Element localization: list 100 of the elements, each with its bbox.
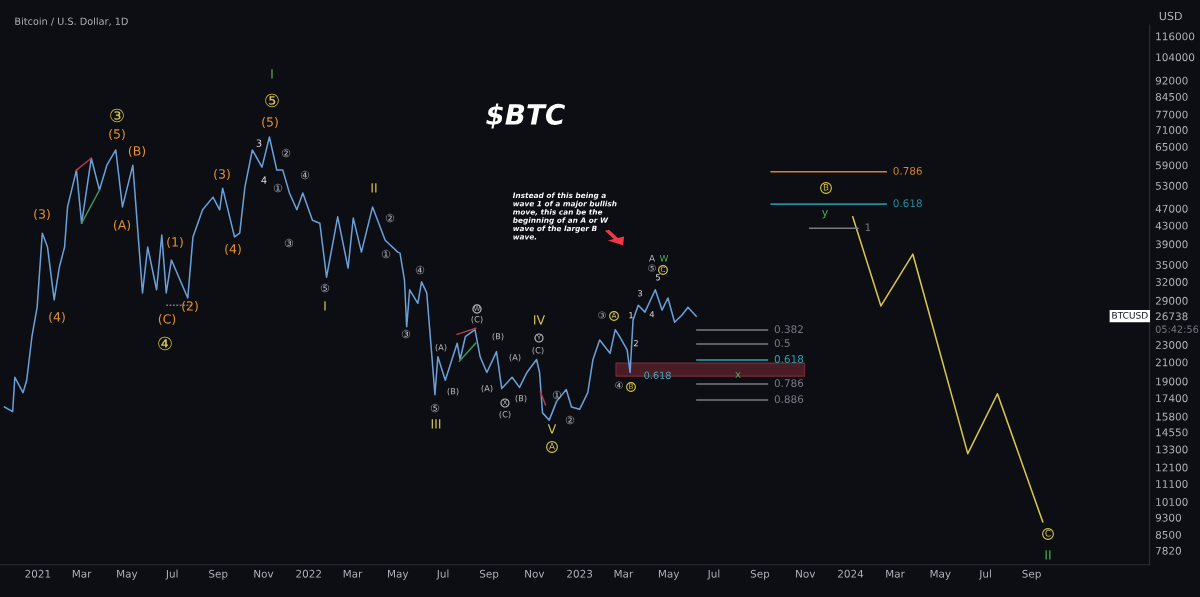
y-tick-label: 53000	[1155, 181, 1188, 190]
chart-subtitle: Bitcoin / U.S. Dollar, 1D	[15, 17, 128, 26]
annotation: (5)	[262, 116, 278, 129]
x-tick-label: Mar	[343, 569, 363, 578]
y-tick-label: 65000	[1155, 142, 1188, 151]
y-tick-label: 14550	[1156, 428, 1188, 437]
annotation: ①	[381, 249, 391, 259]
annotation: ③	[110, 108, 124, 123]
x-tick-label: Sep	[209, 569, 228, 580]
annotation: 3	[637, 290, 642, 297]
annotation: y	[822, 209, 828, 219]
annotation: (B)	[447, 387, 459, 396]
x-tick-label: Sep	[479, 569, 499, 580]
annotation: (A)	[481, 384, 493, 393]
annotation: ②	[385, 213, 395, 223]
y-tick-label: 116000	[1156, 32, 1195, 41]
y-tick-label: 10100	[1156, 498, 1188, 506]
annotation: (C)	[471, 315, 483, 324]
annotation: ⑤	[320, 283, 330, 293]
series-label: 0.5	[774, 339, 790, 348]
annotation: ①	[552, 390, 562, 400]
annotation: BTCUSD	[1112, 311, 1148, 319]
y-tick-label: 15800	[1156, 412, 1188, 421]
annotation: (C)	[158, 313, 176, 326]
line-series	[851, 216, 1044, 523]
annotation: (3)	[214, 168, 230, 181]
y-tick-label: 32000	[1155, 278, 1188, 286]
series-label: 0.786	[774, 379, 804, 388]
series-label: 0.618	[893, 199, 922, 208]
annotation: (A)	[509, 353, 521, 362]
x-tick-label: Nov	[796, 569, 816, 578]
annotation: (C)	[499, 410, 511, 419]
y-tick-label: 8500	[1155, 530, 1181, 539]
series-label: 0.886	[774, 395, 804, 404]
annotation: (3)	[34, 208, 50, 221]
y-tick-label: 9300	[1155, 513, 1181, 522]
annotation: ③	[284, 238, 294, 248]
annotation: II	[1045, 550, 1051, 560]
text: 05:42:56	[1155, 325, 1199, 333]
annotation: ①	[273, 183, 283, 193]
annotation: 4	[261, 176, 267, 184]
y-tick-label: 17400	[1156, 394, 1188, 403]
y-tick-label: 12100	[1156, 463, 1188, 472]
x-tick-label: Jul	[978, 569, 991, 580]
y-tick-label: 21000	[1155, 358, 1188, 367]
y-tick-label: 35000	[1155, 261, 1188, 269]
y-tick-label: 19000	[1156, 377, 1188, 386]
y-tick-label: 13300	[1156, 445, 1188, 454]
y-tick-label: 43000	[1155, 221, 1188, 230]
annotation: (B)	[128, 145, 146, 158]
x-tick-label: Mar	[886, 569, 905, 578]
y-tick-label: 11100	[1156, 480, 1188, 488]
annotation: ③	[598, 311, 606, 319]
x-tick-label: Nov	[254, 569, 274, 578]
x-tick-label: May	[388, 569, 409, 580]
annotation: (1)	[167, 236, 183, 249]
annotation: C	[1045, 529, 1051, 537]
x-tick-label: May	[658, 569, 680, 580]
annotation: (5)	[109, 128, 125, 141]
y-tick-label: 47000	[1155, 204, 1188, 213]
text: $BTC	[486, 103, 566, 129]
annotation: (A)	[435, 343, 447, 352]
y-tick-label: 77000	[1156, 110, 1188, 119]
annotation: (2)	[182, 300, 198, 313]
series-label: 1	[865, 223, 871, 232]
x-tick-label: Jul	[165, 569, 178, 580]
annotation: W	[659, 254, 669, 262]
annotation: 3	[256, 139, 262, 147]
x-tick-label: May	[930, 569, 951, 580]
x-tick-label: Mar	[72, 569, 92, 578]
annotation: (B)	[515, 394, 527, 403]
annotation: ③	[401, 329, 411, 339]
annotation: A	[549, 442, 555, 450]
y-tick-label: 7820	[1156, 546, 1181, 555]
annotation: (4)	[225, 243, 241, 256]
annotation: 2	[633, 340, 638, 347]
annotation: 4	[649, 311, 655, 318]
series-label: 0.618	[774, 355, 804, 363]
x-tick-label: May	[117, 569, 138, 580]
annotation: A	[648, 254, 656, 262]
x-tick-label: Nov	[525, 569, 545, 578]
y-tick-label: 92000	[1155, 76, 1188, 85]
y-tick-label: 29000	[1155, 296, 1188, 305]
annotation: ④	[158, 336, 172, 351]
annotation: II	[371, 183, 377, 193]
x-tick-label: Jul	[707, 569, 720, 580]
y-tick-label: 104000	[1156, 53, 1195, 62]
annotation: ②	[281, 148, 291, 158]
annotation: IV	[534, 315, 546, 325]
annotation: 5	[655, 274, 660, 281]
annotation: I	[271, 69, 273, 79]
annotation: III	[431, 419, 441, 429]
annotation: ④	[415, 265, 425, 275]
annotation: ⑤	[265, 93, 279, 108]
annotation: (A)	[113, 219, 131, 232]
annotation: 0.618	[644, 371, 671, 379]
x-tick-label: Jul	[436, 569, 449, 580]
annotation: (C)	[532, 346, 544, 355]
annotation: ④	[300, 170, 310, 180]
annotation: B	[823, 183, 829, 191]
